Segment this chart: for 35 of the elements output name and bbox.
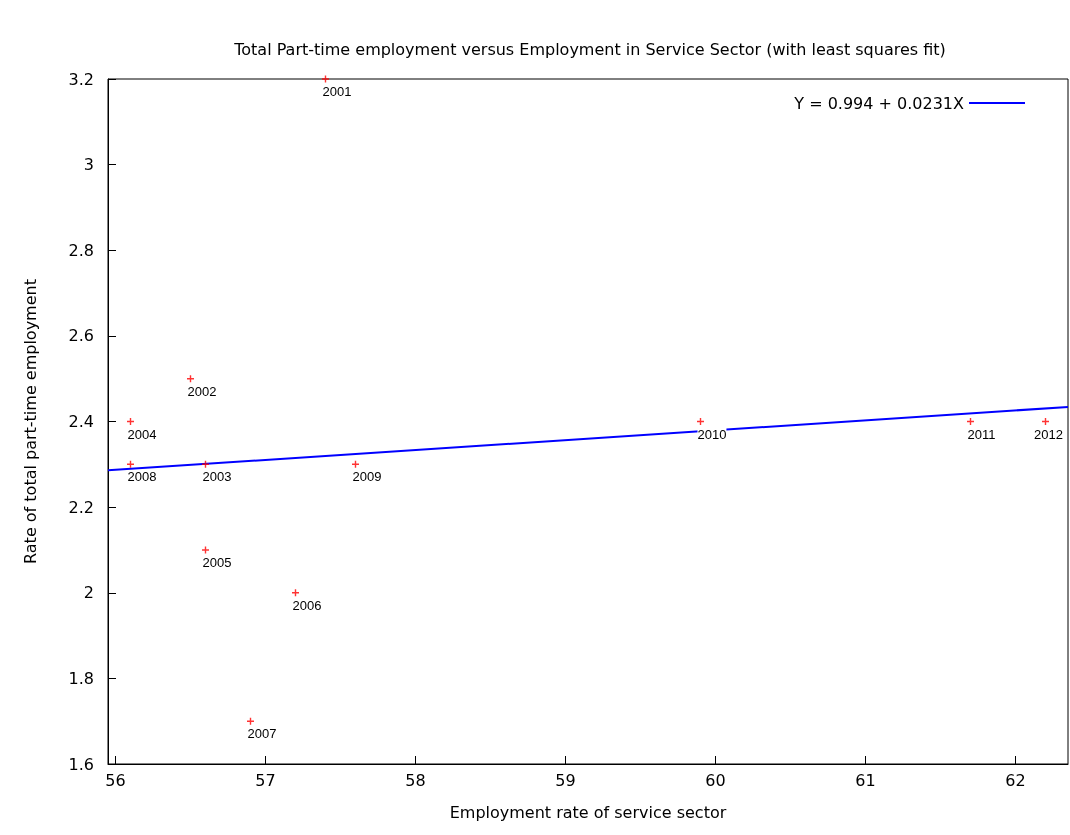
x-axis-title: Employment rate of service sector — [449, 802, 727, 822]
annotation: 2011 — [967, 426, 996, 442]
point — [202, 546, 209, 554]
y-tick-label: 1.6 — [68, 754, 94, 774]
annotation: 2010 — [697, 426, 727, 442]
chart-title: Total Part-time employment versus Employment in Service Sector (with least squares fit) — [233, 39, 946, 59]
annotation: 2005 — [202, 554, 232, 570]
x-tick-label: 59 — [555, 770, 576, 790]
annotation: 2004 — [127, 426, 157, 442]
legend-label: Y = 0.994 + 0.0231X — [793, 93, 965, 113]
annotation: 2002 — [187, 383, 217, 399]
annotation: 2012 — [1034, 426, 1063, 442]
y-tick-label: 2.2 — [68, 497, 94, 517]
x-tick-label: 61 — [855, 770, 876, 790]
x-tick-label: 56 — [105, 770, 126, 790]
x-tick-label: 60 — [705, 770, 726, 790]
point — [247, 717, 254, 725]
x-tick-label: 58 — [405, 770, 426, 790]
y-tick-label: 1.8 — [68, 668, 94, 688]
annotation: 2009 — [352, 469, 382, 485]
y-tick-label: 3.2 — [68, 69, 94, 89]
y-tick-label: 2.6 — [68, 326, 94, 346]
y-tick-label: 2 — [83, 583, 94, 603]
y-tick-label: 2.8 — [68, 240, 94, 260]
annotation: 2008 — [127, 469, 157, 485]
annotation: 2006 — [292, 597, 322, 613]
y-axis-title: Rate of total part-time employment — [20, 279, 40, 564]
x-tick-label: 57 — [255, 770, 276, 790]
annotation: 2007 — [247, 726, 277, 742]
annotation: 2001 — [322, 84, 352, 99]
annotation: 2003 — [202, 469, 232, 485]
point — [322, 75, 329, 83]
y-tick-label: 3 — [83, 155, 94, 175]
y-tick-label: 2.4 — [68, 412, 94, 431]
x-tick-label: 62 — [1005, 770, 1026, 790]
